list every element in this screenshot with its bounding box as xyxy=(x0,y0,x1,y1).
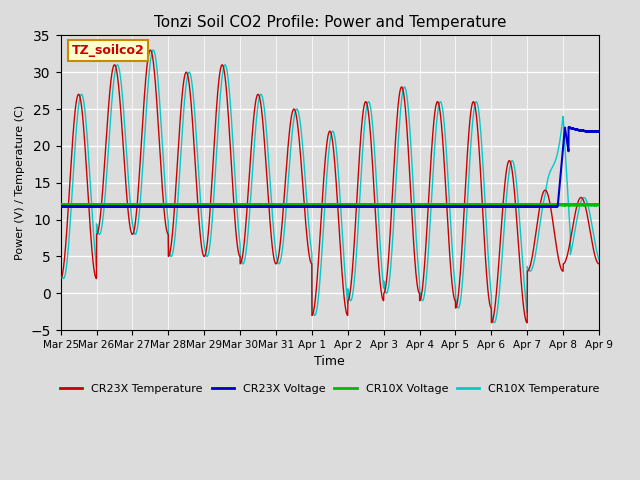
Title: Tonzi Soil CO2 Profile: Power and Temperature: Tonzi Soil CO2 Profile: Power and Temper… xyxy=(154,15,506,30)
Text: TZ_soilco2: TZ_soilco2 xyxy=(72,44,144,57)
Y-axis label: Power (V) / Temperature (C): Power (V) / Temperature (C) xyxy=(15,105,25,260)
X-axis label: Time: Time xyxy=(314,355,345,369)
Legend: CR23X Temperature, CR23X Voltage, CR10X Voltage, CR10X Temperature: CR23X Temperature, CR23X Voltage, CR10X … xyxy=(56,379,604,398)
